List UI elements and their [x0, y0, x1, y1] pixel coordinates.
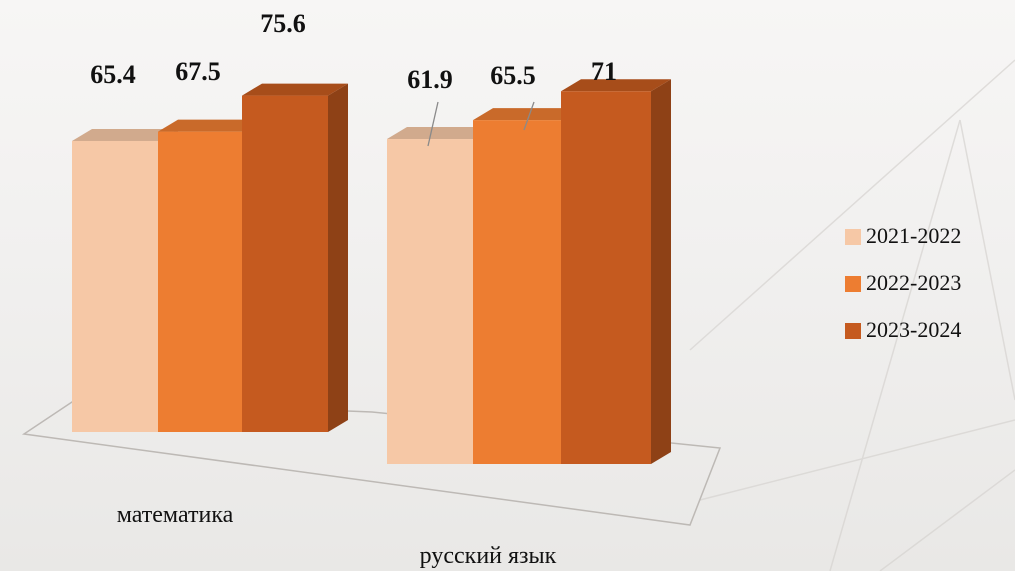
bar-2-3: [561, 79, 671, 464]
category-labels-group: математика русский язык: [117, 502, 557, 569]
legend-swatch: [845, 276, 861, 292]
legend-item-2: 2022-2023: [845, 270, 961, 295]
bars-group: [72, 79, 671, 465]
legend-label: 2023-2024: [866, 317, 961, 342]
value-label-2-3: 71: [591, 57, 617, 86]
background-decoration: [689, 59, 1015, 571]
legend-item-3: 2023-2024: [845, 317, 961, 342]
category-label-1: математика: [117, 502, 234, 528]
leader-line: [427, 101, 439, 147]
legend-swatch: [845, 229, 861, 245]
bar-1-3: [242, 83, 348, 432]
legend-label: 2022-2023: [866, 270, 961, 295]
legend: 2021-2022 2022-2023 2023-2024: [845, 223, 961, 342]
legend-label: 2021-2022: [866, 223, 961, 248]
value-label-1-1: 65.4: [90, 60, 136, 89]
value-label-2-1: 61.9: [407, 65, 453, 94]
value-labels-group: 65.4 67.5 75.6 61.9 65.5 71: [90, 9, 617, 147]
value-label-1-2: 67.5: [175, 57, 221, 86]
leader-line: [523, 101, 535, 131]
category-label-2: русский язык: [420, 543, 557, 569]
value-label-2-2: 65.5: [490, 61, 536, 90]
value-label-1-3: 75.6: [260, 9, 306, 38]
legend-swatch: [845, 323, 861, 339]
legend-item-1: 2021-2022: [845, 223, 961, 248]
